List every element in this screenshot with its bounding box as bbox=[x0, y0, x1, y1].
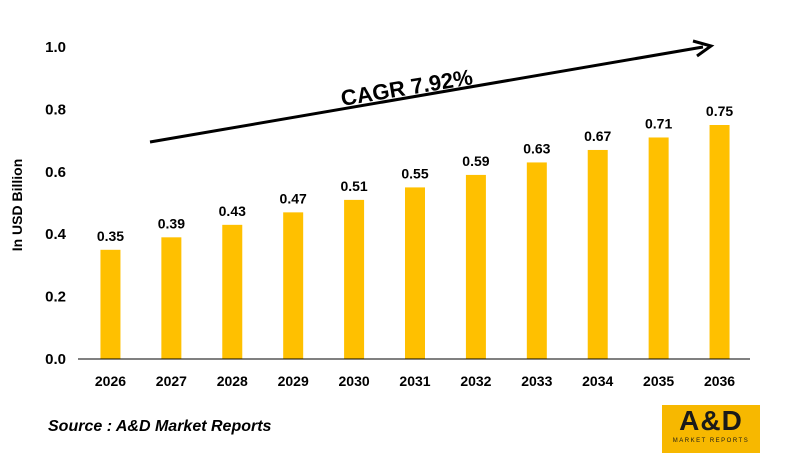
x-tick-label: 2031 bbox=[399, 373, 430, 389]
bar-2035 bbox=[648, 137, 669, 359]
bar-2028 bbox=[222, 224, 243, 359]
x-tick-label: 2028 bbox=[217, 373, 248, 389]
bar-2034 bbox=[587, 149, 608, 359]
data-label: 0.43 bbox=[219, 203, 246, 219]
bar-2027 bbox=[161, 237, 182, 359]
data-label: 0.63 bbox=[523, 140, 550, 156]
bar-2029 bbox=[283, 212, 304, 359]
data-label: 0.47 bbox=[280, 190, 307, 206]
logo-sub-text: MARKET REPORTS bbox=[672, 438, 750, 444]
x-tick-label: 2030 bbox=[339, 373, 370, 389]
x-tick-label: 2032 bbox=[460, 373, 491, 389]
bar-2036 bbox=[709, 125, 730, 359]
y-tick-label: 0.4 bbox=[45, 226, 67, 243]
x-tick-label: 2029 bbox=[278, 373, 309, 389]
y-tick-label: 0.2 bbox=[45, 289, 66, 306]
data-label: 0.35 bbox=[97, 228, 124, 244]
cagr-arrow bbox=[149, 39, 715, 144]
bar-chart: In USD Billion 0.0 0.2 0.4 0.6 0.8 1.0 2026 20… bbox=[9, 39, 750, 389]
x-tick-label: 2036 bbox=[704, 373, 735, 389]
cagr-annotation: CAGR 7.92% bbox=[339, 64, 475, 111]
bar-2030 bbox=[344, 199, 365, 359]
y-tick-label: 0.0 bbox=[45, 351, 66, 368]
brand-logo: A&D MARKET REPORTS bbox=[662, 405, 760, 453]
data-label: 0.71 bbox=[645, 115, 672, 131]
bar-2032 bbox=[465, 174, 486, 359]
data-label: 0.75 bbox=[706, 103, 733, 119]
y-axis-label: In USD Billion bbox=[9, 159, 25, 252]
y-tick-label: 0.8 bbox=[45, 101, 66, 118]
x-tick-label: 2026 bbox=[95, 373, 126, 389]
y-tick-label: 0.6 bbox=[45, 164, 66, 181]
logo-main-text: A&D bbox=[679, 405, 743, 436]
bar-2031 bbox=[405, 187, 425, 359]
x-tick-label: 2027 bbox=[156, 373, 187, 389]
x-tick-label: 2035 bbox=[643, 373, 674, 389]
bar-2033 bbox=[526, 162, 547, 359]
x-tick-label: 2034 bbox=[582, 373, 613, 389]
y-tick-label: 1.0 bbox=[45, 39, 66, 56]
x-tick-label: 2033 bbox=[521, 373, 552, 389]
data-label: 0.67 bbox=[584, 128, 611, 144]
source-note: Source : A&D Market Reports bbox=[48, 418, 272, 435]
data-label: 0.39 bbox=[158, 215, 185, 231]
data-label: 0.55 bbox=[401, 165, 428, 181]
data-label: 0.59 bbox=[462, 153, 489, 169]
bar-2026 bbox=[100, 249, 121, 359]
data-label: 0.51 bbox=[340, 178, 367, 194]
